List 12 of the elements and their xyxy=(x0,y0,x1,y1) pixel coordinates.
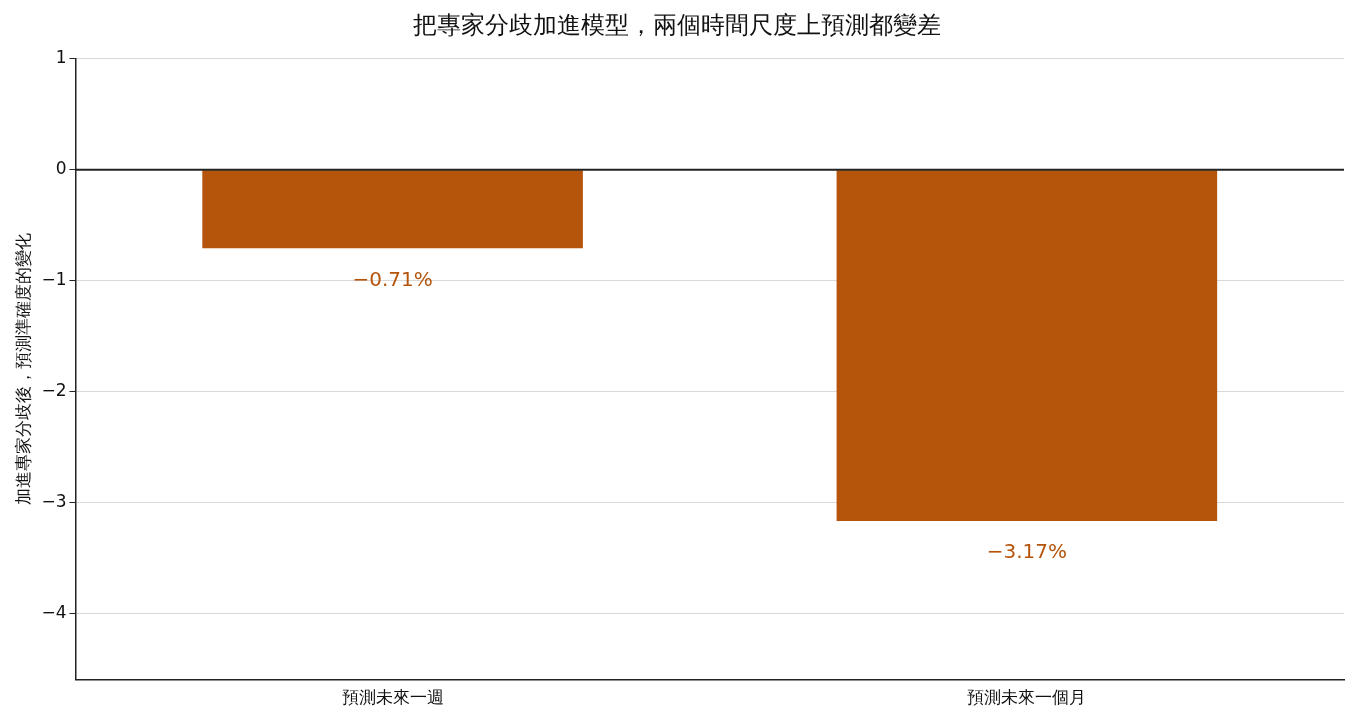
y-tick-label: 0 xyxy=(55,158,67,179)
chart-title: 把專家分歧加進模型，兩個時間尺度上預測都變差 xyxy=(413,10,941,39)
y-tick-label: 1 xyxy=(55,47,67,68)
data-label: −0.71% xyxy=(352,266,433,291)
y-tick-label: −2 xyxy=(41,379,67,400)
y-tick-label: −4 xyxy=(41,601,67,622)
data-label: −3.17% xyxy=(986,539,1068,564)
y-tick-label: −1 xyxy=(41,268,67,289)
x-tick-label: 預測未來一個月 xyxy=(967,687,1087,708)
y-tick-label: −3 xyxy=(41,490,67,511)
y-axis-title: 加進專家分歧後，預測準確度的變化 xyxy=(12,233,33,506)
x-tick-label: 預測未來一週 xyxy=(341,687,444,708)
